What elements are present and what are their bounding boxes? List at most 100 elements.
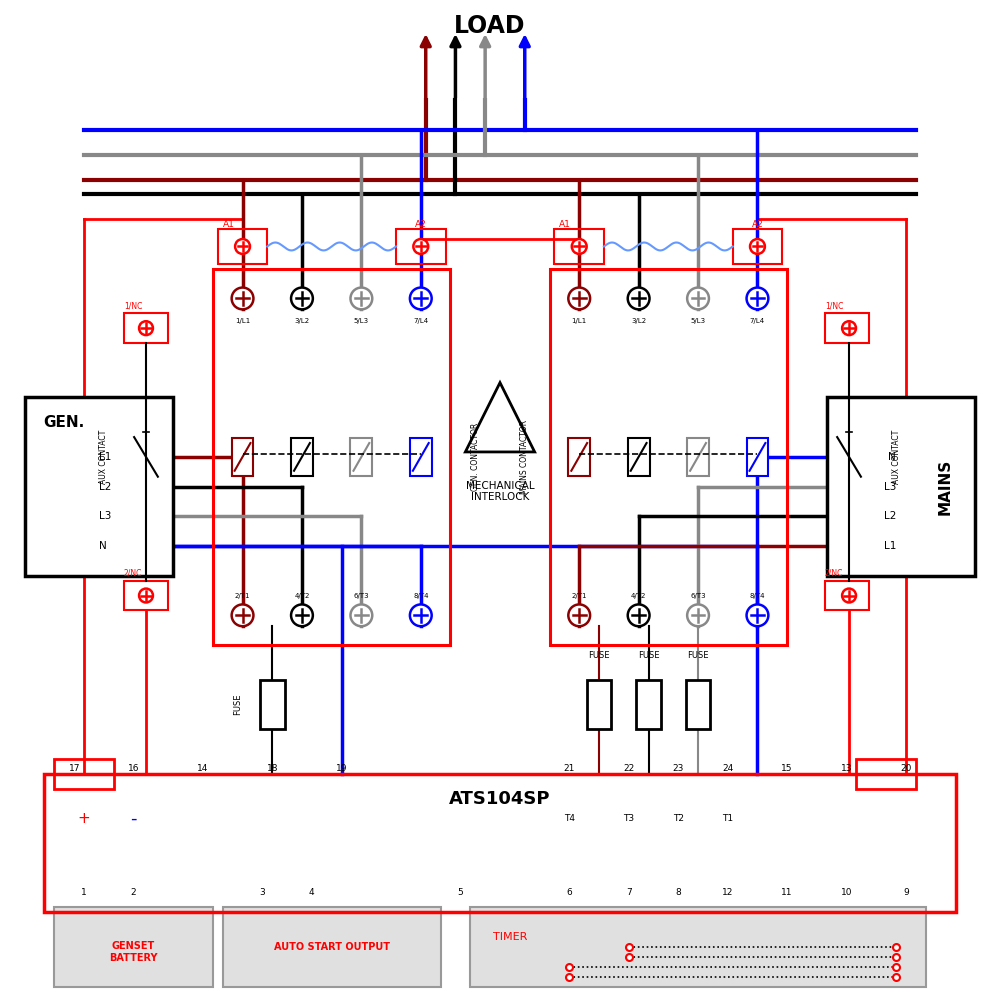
Text: 6: 6 [566, 888, 572, 897]
Bar [218, 229, 267, 264]
Bar [124, 581, 168, 611]
Text: 1/NC: 1/NC [825, 301, 843, 311]
Text: 5/L3: 5/L3 [690, 318, 706, 324]
Text: L3: L3 [99, 511, 111, 521]
Bar [124, 314, 168, 343]
Text: L2: L2 [99, 482, 111, 492]
Text: 2/T1: 2/T1 [235, 593, 250, 599]
Text: 12: 12 [722, 888, 733, 897]
Bar [628, 438, 650, 476]
Text: A2: A2 [415, 220, 427, 229]
Circle shape [232, 288, 253, 310]
Bar [232, 438, 253, 476]
Text: -: - [130, 809, 137, 827]
Text: 2: 2 [131, 888, 136, 897]
Text: 4/T2: 4/T2 [631, 593, 646, 599]
Circle shape [568, 288, 590, 310]
Text: 5/L3: 5/L3 [354, 318, 369, 324]
Text: 7/L4: 7/L4 [750, 318, 765, 324]
Text: 23: 23 [673, 765, 684, 774]
Text: L1: L1 [884, 541, 896, 551]
Text: 3/L2: 3/L2 [294, 318, 310, 324]
Text: 7/L4: 7/L4 [413, 318, 428, 324]
Text: FUSE: FUSE [233, 694, 242, 715]
Text: 14: 14 [197, 765, 209, 774]
Text: AUX CONTACT: AUX CONTACT [99, 430, 108, 484]
Text: 8/T4: 8/T4 [413, 593, 429, 599]
Text: TIMER: TIMER [493, 932, 527, 942]
Text: T1: T1 [722, 814, 733, 823]
Text: L2: L2 [884, 511, 896, 521]
Text: 2/NC: 2/NC [124, 569, 142, 578]
Text: GEN. CONTACTOR: GEN. CONTACTOR [471, 423, 480, 491]
Bar [470, 908, 926, 987]
Circle shape [139, 321, 153, 335]
Bar [587, 679, 611, 729]
Text: 8/T4: 8/T4 [750, 593, 765, 599]
Circle shape [235, 239, 250, 254]
Text: 3: 3 [259, 888, 265, 897]
Text: AUX CONTACT: AUX CONTACT [892, 430, 901, 484]
Circle shape [628, 288, 650, 310]
Circle shape [572, 239, 587, 254]
Circle shape [232, 605, 253, 627]
Bar [260, 679, 285, 729]
Text: GENSET
BATTERY: GENSET BATTERY [109, 941, 158, 963]
Text: MECHANICAL
INTERLOCK: MECHANICAL INTERLOCK [466, 481, 534, 502]
Bar [54, 908, 213, 987]
Text: +: + [78, 811, 90, 826]
Circle shape [750, 239, 765, 254]
Text: N: N [99, 541, 107, 551]
Text: 11: 11 [781, 888, 793, 897]
Text: 1/L1: 1/L1 [235, 318, 250, 324]
Circle shape [291, 288, 313, 310]
Bar [25, 397, 173, 576]
Text: 7: 7 [626, 888, 632, 897]
Bar [747, 438, 768, 476]
Text: 19: 19 [336, 765, 347, 774]
Text: 1/NC: 1/NC [124, 301, 142, 311]
Circle shape [842, 589, 856, 603]
Text: FUSE: FUSE [588, 650, 610, 660]
Circle shape [628, 605, 650, 627]
Bar [687, 438, 709, 476]
Circle shape [350, 605, 372, 627]
Circle shape [410, 605, 432, 627]
Bar [827, 397, 975, 576]
Text: GEN.: GEN. [44, 415, 85, 430]
Text: 2/NC: 2/NC [825, 569, 843, 578]
Text: A1: A1 [559, 220, 571, 229]
Circle shape [413, 239, 428, 254]
Text: 21: 21 [564, 765, 575, 774]
Text: MAINS: MAINS [938, 459, 953, 514]
Text: L3: L3 [884, 482, 896, 492]
Text: 3/L2: 3/L2 [631, 318, 646, 324]
Text: ATS104SP: ATS104SP [449, 789, 551, 807]
Bar [44, 774, 956, 913]
Circle shape [410, 288, 432, 310]
Text: T2: T2 [673, 814, 684, 823]
Text: 5: 5 [458, 888, 463, 897]
Text: 22: 22 [623, 765, 634, 774]
Circle shape [291, 605, 313, 627]
Text: A2: A2 [752, 220, 763, 229]
Circle shape [350, 288, 372, 310]
Bar [223, 908, 441, 987]
Text: L1: L1 [99, 452, 111, 462]
Text: 9: 9 [903, 888, 909, 897]
Text: 1: 1 [81, 888, 87, 897]
Circle shape [747, 288, 768, 310]
Bar [636, 679, 661, 729]
Circle shape [568, 605, 590, 627]
Text: T3: T3 [623, 814, 634, 823]
Bar [825, 314, 869, 343]
Text: 17: 17 [68, 765, 80, 774]
Circle shape [139, 589, 153, 603]
Bar [554, 229, 604, 264]
Bar [550, 269, 787, 645]
Text: 4: 4 [309, 888, 315, 897]
Bar [396, 229, 446, 264]
Circle shape [842, 321, 856, 335]
Bar [213, 269, 450, 645]
Bar [568, 438, 590, 476]
